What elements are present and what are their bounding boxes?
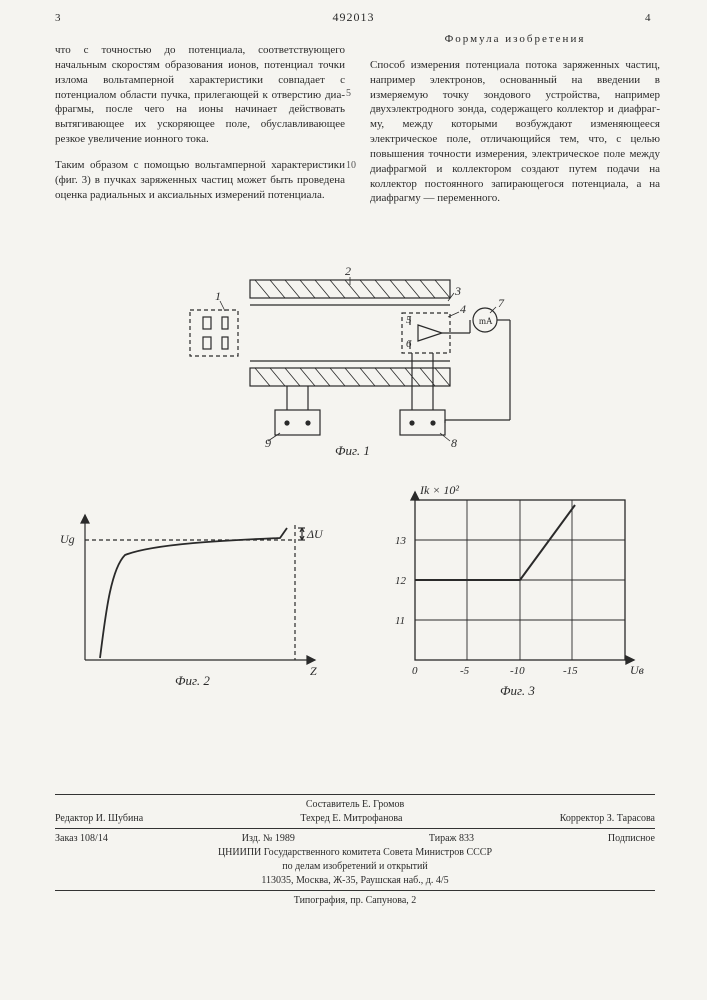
line-number: 10: [346, 160, 356, 171]
para: Таким образом с помощью вольтамперной ха…: [55, 158, 345, 203]
svg-text:Ug: Ug: [60, 532, 75, 546]
svg-text:Ik × 10²: Ik × 10²: [419, 483, 459, 497]
imprint-footer: Составитель Е. Громов Редактор И. Шубина…: [55, 790, 655, 909]
page-num-right: 4: [645, 12, 651, 24]
org2: по делам изобретений и открытий: [55, 861, 655, 872]
svg-text:13: 13: [395, 535, 407, 547]
figure-2: Ug ΔU Z Фиг. 2: [55, 500, 335, 700]
svg-text:-15: -15: [563, 665, 578, 677]
line-number: 5: [346, 88, 351, 99]
svg-text:2: 2: [345, 265, 351, 278]
figure-3: Ik × 10² 13 12 11 0 -5 -10 -15 Uв Фиг. 3: [370, 480, 660, 710]
svg-text:ΔU: ΔU: [306, 527, 324, 541]
svg-text:8: 8: [451, 436, 457, 450]
typography: Типография, пр. Сапунова, 2: [55, 895, 655, 906]
svg-text:-5: -5: [460, 665, 470, 677]
fig2-caption: Фиг. 2: [175, 673, 210, 688]
fig1-caption: Фиг. 1: [335, 443, 370, 458]
corrector: Корректор З. Тарасова: [560, 813, 655, 824]
svg-text:11: 11: [395, 615, 405, 627]
editor: Редактор И. Шубина: [55, 813, 143, 824]
org: ЦНИИПИ Государственного комитета Совета …: [55, 847, 655, 858]
izd: Изд. № 1989: [242, 833, 295, 844]
svg-text:1: 1: [215, 289, 221, 303]
fig3-caption: Фиг. 3: [500, 683, 535, 698]
formula-title: Формула изобретения: [370, 32, 660, 47]
para: что с точностью до потенциала, соответст…: [55, 43, 345, 147]
svg-text:mA: mA: [479, 316, 493, 326]
right-column: Формула изобретения Способ измерения пот…: [370, 32, 660, 217]
svg-text:Uв: Uв: [630, 663, 644, 677]
page-num-left: 3: [55, 12, 61, 24]
figure-1: 1 2 3 4 5 6 7 8 9 mA Фиг. 1: [170, 265, 540, 465]
svg-text:-10: -10: [510, 665, 525, 677]
svg-text:4: 4: [460, 302, 466, 316]
svg-text:7: 7: [498, 296, 505, 310]
svg-text:5: 5: [406, 314, 412, 326]
techred: Техред Е. Митрофанова: [300, 813, 402, 824]
formula-body: Способ измерения потенциала потока заря­…: [370, 58, 660, 206]
svg-text:Z: Z: [310, 664, 317, 678]
svg-text:3: 3: [454, 284, 461, 298]
address: 113035, Москва, Ж-35, Раушская наб., д. …: [55, 875, 655, 886]
svg-text:12: 12: [395, 575, 407, 587]
svg-text:9: 9: [265, 436, 271, 450]
left-column: что с точностью до потенциала, соответст…: [55, 32, 345, 213]
svg-text:0: 0: [412, 665, 418, 677]
patent-number: 492013: [0, 10, 707, 25]
order: Заказ 108/14: [55, 833, 108, 844]
svg-text:6: 6: [406, 338, 412, 350]
tirazh: Тираж 833: [429, 833, 474, 844]
compiler: Составитель Е. Громов: [55, 799, 655, 810]
subscription: Подписное: [608, 833, 655, 844]
